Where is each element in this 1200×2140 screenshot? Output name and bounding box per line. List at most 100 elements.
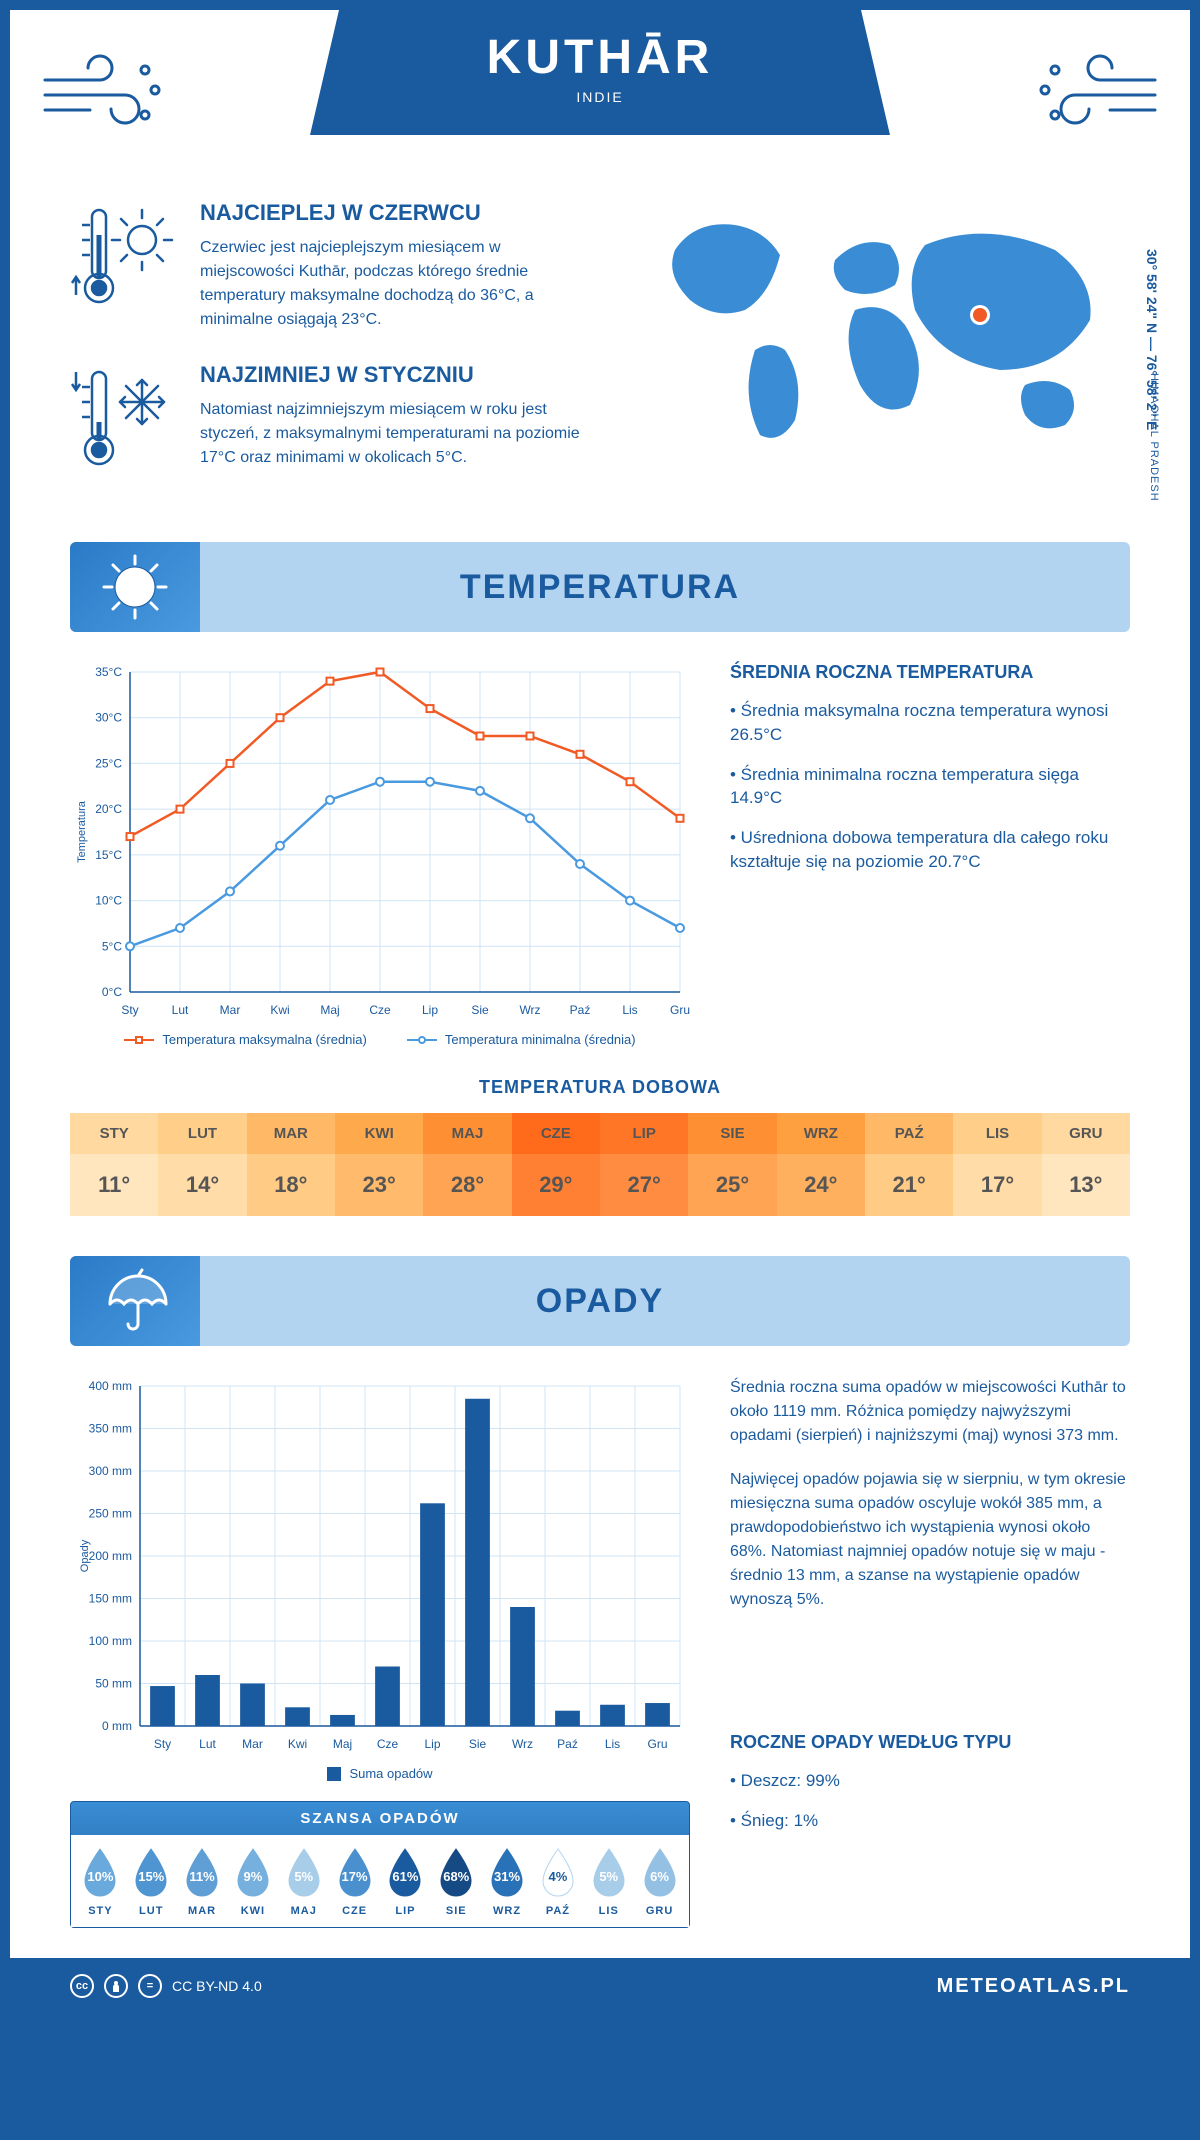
header: KUTHĀR INDIE <box>10 10 1190 170</box>
avg-temp-bullet: • Średnia maksymalna roczna temperatura … <box>730 699 1130 747</box>
cold-heading: NAJZIMNIEJ W STYCZNIU <box>200 362 580 388</box>
daily-month-head: LUT <box>158 1113 246 1154</box>
temperature-title: TEMPERATURA <box>70 542 1130 632</box>
precip-title: OPADY <box>70 1256 1130 1346</box>
chance-cell: 68%SIE <box>431 1845 482 1917</box>
daily-temp-value: 18° <box>247 1154 335 1216</box>
daily-month-head: STY <box>70 1113 158 1154</box>
svg-text:0 mm: 0 mm <box>102 1719 132 1733</box>
chance-cell: 5%LIS <box>583 1845 634 1917</box>
nd-icon: = <box>138 1974 162 1998</box>
avg-temp-bullet: • Średnia minimalna roczna temperatura s… <box>730 763 1130 811</box>
daily-temp-value: 27° <box>600 1154 688 1216</box>
wind-icon <box>1030 40 1160 140</box>
precip-types-heading: ROCZNE OPADY WEDŁUG TYPU <box>730 1732 1130 1753</box>
daily-month-head: PAŹ <box>865 1113 953 1154</box>
svg-text:30°C: 30°C <box>95 711 122 725</box>
hottest-block: NAJCIEPLEJ W CZERWCU Czerwiec jest najci… <box>70 200 580 332</box>
chance-cell: 4%PAŹ <box>532 1845 583 1917</box>
chance-cell: 17%CZE <box>329 1845 380 1917</box>
svg-text:Lut: Lut <box>199 1737 216 1751</box>
legend-min-label: Temperatura minimalna (średnia) <box>445 1032 636 1047</box>
precip-snow: • Śnieg: 1% <box>730 1809 1130 1833</box>
svg-text:Sie: Sie <box>469 1737 487 1751</box>
hot-text: Czerwiec jest najcieplejszym miesiącem w… <box>200 236 580 332</box>
thermometer-hot-icon <box>70 200 180 310</box>
svg-text:Lip: Lip <box>422 1003 438 1017</box>
wind-icon <box>40 40 170 140</box>
daily-temp-heading: TEMPERATURA DOBOWA <box>70 1077 1130 1098</box>
svg-text:5°C: 5°C <box>102 939 122 953</box>
svg-text:Cze: Cze <box>369 1003 391 1017</box>
chance-cell: 10%STY <box>75 1845 126 1917</box>
daily-temp-value: 11° <box>70 1154 158 1216</box>
svg-text:Mar: Mar <box>242 1737 263 1751</box>
svg-text:Sty: Sty <box>154 1737 171 1751</box>
precip-chart: 0 mm50 mm100 mm150 mm200 mm250 mm300 mm3… <box>70 1376 690 1756</box>
svg-text:Gru: Gru <box>670 1003 690 1017</box>
precip-detail: Najwięcej opadów pojawia się w sierpniu,… <box>730 1468 1130 1612</box>
by-icon <box>104 1974 128 1998</box>
svg-text:Sie: Sie <box>471 1003 489 1017</box>
chance-cell: 5%MAJ <box>278 1845 329 1917</box>
svg-text:15°C: 15°C <box>95 848 122 862</box>
daily-month-head: MAR <box>247 1113 335 1154</box>
precip-summary: Średnia roczna suma opadów w miejscowośc… <box>730 1376 1130 1448</box>
daily-month-head: LIS <box>953 1113 1041 1154</box>
daily-temp-value: 14° <box>158 1154 246 1216</box>
footer: cc = CC BY-ND 4.0 METEOATLAS.PL <box>10 1958 1190 2014</box>
svg-text:100 mm: 100 mm <box>89 1634 132 1648</box>
svg-text:300 mm: 300 mm <box>89 1464 132 1478</box>
umbrella-icon <box>100 1266 170 1336</box>
legend-sum-label: Suma opadów <box>349 1766 432 1781</box>
svg-text:Lis: Lis <box>605 1737 620 1751</box>
svg-text:350 mm: 350 mm <box>89 1422 132 1436</box>
svg-text:35°C: 35°C <box>95 665 122 679</box>
daily-temp-value: 17° <box>953 1154 1041 1216</box>
region-label: HIMACHAL PRADESH <box>1148 373 1160 502</box>
avg-temp-bullet: • Uśredniona dobowa temperatura dla całe… <box>730 826 1130 874</box>
chance-cell: 31%WRZ <box>482 1845 533 1917</box>
license-label: CC BY-ND 4.0 <box>172 1978 262 1994</box>
daily-temp-value: 21° <box>865 1154 953 1216</box>
title-banner: KUTHĀR INDIE <box>310 10 890 135</box>
temperature-legend: Temperatura maksymalna (średnia) Tempera… <box>70 1032 690 1047</box>
svg-text:Lip: Lip <box>424 1737 440 1751</box>
chance-cell: 15%LUT <box>126 1845 177 1917</box>
daily-month-head: LIP <box>600 1113 688 1154</box>
daily-temp-value: 24° <box>777 1154 865 1216</box>
svg-text:Kwi: Kwi <box>288 1737 307 1751</box>
daily-temp-value: 28° <box>423 1154 511 1216</box>
svg-text:Mar: Mar <box>220 1003 241 1017</box>
svg-text:Paź: Paź <box>557 1737 578 1751</box>
location-title: KUTHĀR <box>390 30 810 85</box>
daily-temp-table: STYLUTMARKWIMAJCZELIPSIEWRZPAŹLISGRU11°1… <box>70 1113 1130 1216</box>
legend-max-label: Temperatura maksymalna (średnia) <box>162 1032 366 1047</box>
svg-text:250 mm: 250 mm <box>89 1507 132 1521</box>
svg-text:150 mm: 150 mm <box>89 1592 132 1606</box>
svg-text:Wrz: Wrz <box>519 1003 540 1017</box>
cc-icon: cc <box>70 1974 94 1998</box>
svg-text:Maj: Maj <box>333 1737 352 1751</box>
svg-text:Lis: Lis <box>622 1003 637 1017</box>
svg-text:Cze: Cze <box>377 1737 399 1751</box>
precip-rain: • Deszcz: 99% <box>730 1769 1130 1793</box>
svg-text:Opady: Opady <box>79 1539 91 1572</box>
daily-month-head: CZE <box>512 1113 600 1154</box>
svg-text:Temperatura: Temperatura <box>76 800 88 863</box>
daily-month-head: KWI <box>335 1113 423 1154</box>
chance-cell: 6%GRU <box>634 1845 685 1917</box>
precip-legend: Suma opadów <box>70 1766 690 1781</box>
daily-month-head: MAJ <box>423 1113 511 1154</box>
daily-month-head: GRU <box>1042 1113 1130 1154</box>
site-name: METEOATLAS.PL <box>937 1975 1130 1998</box>
chance-cell: 9%KWI <box>227 1845 278 1917</box>
daily-month-head: SIE <box>688 1113 776 1154</box>
coldest-block: NAJZIMNIEJ W STYCZNIU Natomiast najzimni… <box>70 362 580 472</box>
cold-text: Natomiast najzimniejszym miesiącem w rok… <box>200 398 580 470</box>
world-map <box>620 200 1130 460</box>
temperature-chart: 0°C5°C10°C15°C20°C25°C30°C35°CStyLutMarK… <box>70 662 690 1022</box>
svg-text:200 mm: 200 mm <box>89 1549 132 1563</box>
country-label: INDIE <box>390 89 810 105</box>
svg-text:Gru: Gru <box>647 1737 667 1751</box>
